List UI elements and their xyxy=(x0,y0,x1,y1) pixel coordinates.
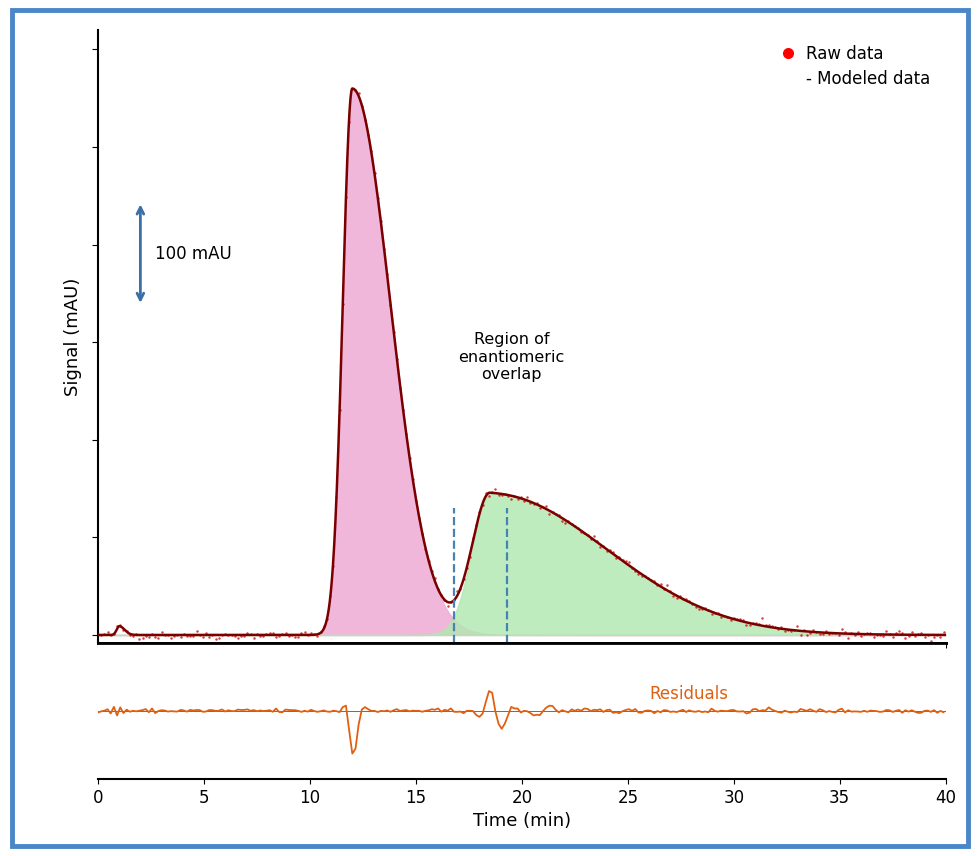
Text: 100 mAU: 100 mAU xyxy=(155,245,232,263)
Legend: Raw data, - Modeled data: Raw data, - Modeled data xyxy=(771,39,937,94)
Text: Residuals: Residuals xyxy=(649,685,728,703)
Y-axis label: Signal (mAU): Signal (mAU) xyxy=(64,277,82,395)
Text: Region of
enantiomeric
overlap: Region of enantiomeric overlap xyxy=(458,332,564,383)
X-axis label: Time (min): Time (min) xyxy=(472,812,571,830)
